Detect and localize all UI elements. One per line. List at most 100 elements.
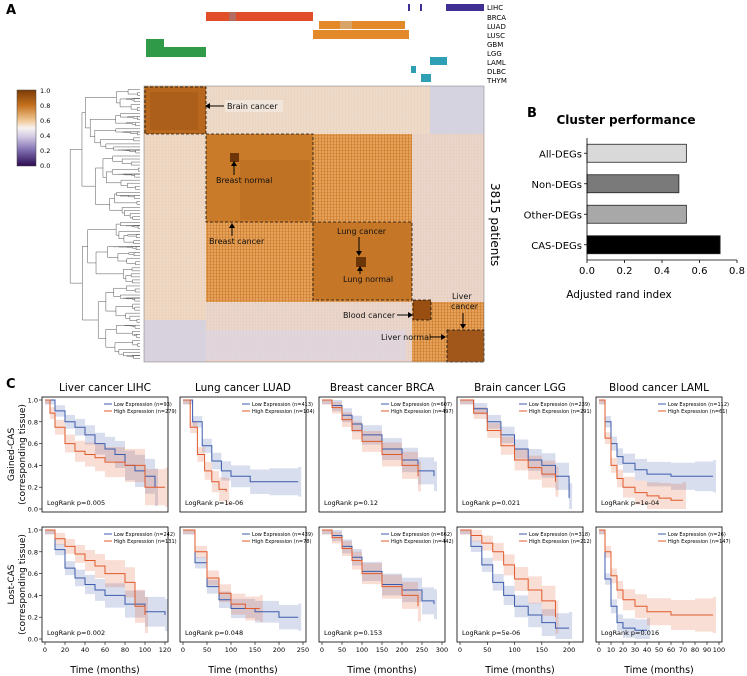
cancer-type-annotation-bars xyxy=(146,4,484,82)
km-frame xyxy=(41,396,169,513)
km-low-curve xyxy=(183,529,299,618)
km-panel: Low Expression (n=242)High Expression (n… xyxy=(28,527,177,655)
legend-lgg: LGG xyxy=(487,50,502,58)
km-panel: Low Expression (n=26)High Expression (n=… xyxy=(595,526,731,654)
survival-grid: Gained-CAS (corresponding tissue)Lost-CAS… xyxy=(7,382,731,676)
dendrogram-branch xyxy=(123,235,134,243)
dendrogram-branch xyxy=(113,146,140,151)
dendrogram-branch xyxy=(125,98,140,100)
km-high-curve xyxy=(183,529,260,609)
km-legend-low: Low Expression (n=239) xyxy=(529,402,590,408)
km-xtick-label: 150 xyxy=(376,646,388,654)
km-legend-high: High Expression (n=212) xyxy=(529,539,592,545)
km-xtick-label: 20 xyxy=(619,646,627,654)
km-legend-high: High Expression (n=61) xyxy=(668,409,727,415)
km-low-curve xyxy=(45,399,156,488)
cancer-type-legend: LIHC BRCA LUAD LUSC GBM LGG LAML DLBC TH… xyxy=(486,4,507,85)
km-ytick-label: 0.6 xyxy=(28,570,38,578)
dendrogram-branch xyxy=(133,240,140,244)
km-xlabel: Time (months) xyxy=(69,665,139,676)
km-legend-low: Low Expression (n=413) xyxy=(252,402,313,408)
annot-laml-bar xyxy=(430,57,447,65)
km-xtick-label: 50 xyxy=(203,646,211,654)
block-brain-inner xyxy=(150,92,198,130)
km-ytick-label: 0.6 xyxy=(28,440,38,448)
dendrogram-branch xyxy=(100,139,134,147)
km-legend-low: Low Expression (n=112) xyxy=(668,402,729,408)
km-panel: Low Expression (n=439)High Expression (n… xyxy=(179,526,313,654)
km-high-curve xyxy=(599,399,683,501)
bar-category-label: Non-DEGs xyxy=(531,180,582,191)
km-high-ci-band xyxy=(599,400,686,509)
dendrogram-branch xyxy=(128,252,140,255)
bar-xtick-label: 0.6 xyxy=(692,266,708,277)
km-legend-high: High Expression (n=442) xyxy=(391,539,454,545)
dendrogram-branch xyxy=(85,97,117,129)
annot-gbm-bar xyxy=(146,39,164,47)
colorbar-tick-00: 0.0 xyxy=(40,162,50,170)
panel-c-label: C xyxy=(6,377,16,392)
dendrogram-branch xyxy=(105,143,140,149)
km-panel: Low Expression (n=112)High Expression (n… xyxy=(595,396,729,513)
km-xtick-label: 0 xyxy=(320,646,324,654)
blood-cancer-label: Blood cancer xyxy=(343,311,396,320)
bar-all-degs xyxy=(586,143,687,163)
km-xtick-label: 100 xyxy=(139,646,151,654)
km-xtick-label: 200 xyxy=(563,646,575,654)
bar-category-label: All-DEGs xyxy=(539,149,582,160)
heatmap-bluish-2 xyxy=(144,320,206,362)
bar-chart-title: Cluster performance xyxy=(556,113,695,127)
km-xtick-label: 250 xyxy=(416,646,428,654)
km-xtick-label: 70 xyxy=(679,646,687,654)
km-row-sublabel: (corresponding tissue) xyxy=(18,404,28,505)
km-xtick-label: 60 xyxy=(101,646,109,654)
dendrogram-branch xyxy=(127,182,140,188)
dendrogram-branch xyxy=(130,273,140,278)
km-low-curve xyxy=(45,529,166,616)
dendrogram-branch xyxy=(134,173,140,178)
km-low-ci-band xyxy=(322,530,437,619)
km-high-curve xyxy=(599,529,713,616)
dendrogram-branch xyxy=(131,161,140,166)
dendrogram-branch xyxy=(115,115,127,124)
km-xtick-label: 150 xyxy=(249,646,261,654)
dendrogram-branch xyxy=(127,116,140,118)
dendrogram-branch xyxy=(129,213,140,219)
breast-normal-label: Breast normal xyxy=(216,176,272,185)
km-legend-high: High Expression (n=78) xyxy=(252,539,311,545)
heatmap-frame xyxy=(143,85,485,363)
lung-normal-arrowhead xyxy=(357,266,363,271)
km-ytick-label: 0.8 xyxy=(28,418,38,426)
km-low-ci-band xyxy=(599,530,650,639)
km-column-title: Blood cancer LAML xyxy=(609,382,709,394)
km-low-curve xyxy=(183,399,299,483)
km-legend-high: High Expression (n=279) xyxy=(114,409,177,415)
dendrogram-branch xyxy=(81,112,96,187)
annot-brca-bar xyxy=(206,12,313,21)
outline-brain-cancer xyxy=(144,86,207,135)
km-logrank: LogRank p=0.048 xyxy=(185,629,243,637)
dendrogram-branch xyxy=(137,107,140,111)
km-ytick-label: 0.0 xyxy=(28,506,38,514)
km-frame xyxy=(179,526,307,643)
lung-cancer-label: Lung cancer xyxy=(337,227,387,236)
km-low-ci-band xyxy=(599,400,716,493)
km-panel: Low Expression (n=413)High Expression (n… xyxy=(179,396,315,513)
km-xtick-label: 100 xyxy=(225,646,237,654)
outline-blood xyxy=(412,299,432,321)
dendrogram-branch xyxy=(133,195,140,199)
dendrogram-branch xyxy=(124,210,140,216)
km-low-ci-band xyxy=(460,400,573,509)
dendrogram-branch xyxy=(102,158,113,178)
km-xlabel: Time (months) xyxy=(484,665,554,676)
colorbar-gradient xyxy=(16,89,37,167)
colorbar-tick-04: 0.4 xyxy=(40,132,50,140)
bar-xtick-label: 0.8 xyxy=(729,266,745,277)
dendrogram-branch xyxy=(134,324,140,329)
heatmap-annotations: Brain cancer Breast normal Breast cancer… xyxy=(205,100,479,342)
km-panel: Low Expression (n=607)High Expression (n… xyxy=(318,396,454,513)
km-high-ci-band xyxy=(183,530,263,622)
km-panel: Low Expression (n=93)High Expression (n=… xyxy=(28,397,177,514)
dendrogram-branch xyxy=(95,251,124,275)
bar-other-degs xyxy=(586,204,687,224)
